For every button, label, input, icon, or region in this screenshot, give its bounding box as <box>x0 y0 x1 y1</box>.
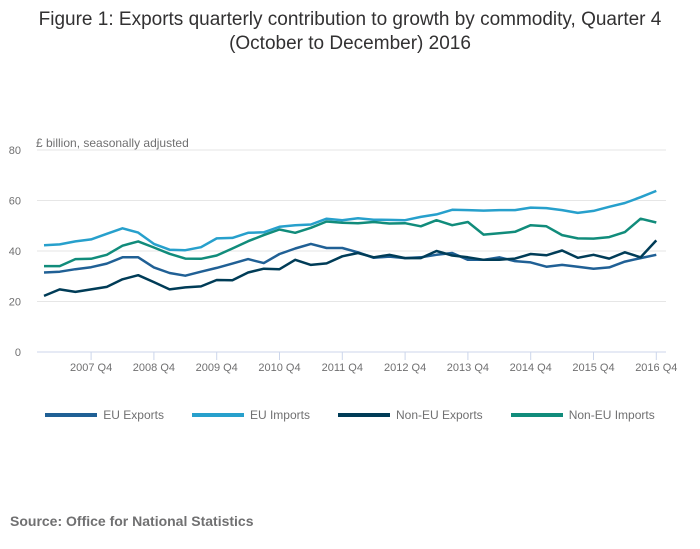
series-lines <box>43 189 658 298</box>
legend-item-eu-exports[interactable]: EU Exports <box>45 408 164 422</box>
x-tick-label: 2009 Q4 <box>196 362 238 374</box>
legend-label: EU Exports <box>103 408 164 422</box>
legend-label: Non-EU Imports <box>568 408 655 422</box>
series-line-eu-imports[interactable] <box>43 189 657 252</box>
series-line-non-eu-imports[interactable] <box>44 217 657 268</box>
legend-swatch <box>45 413 98 417</box>
y-tick-label: 80 <box>9 145 21 157</box>
legend: EU Exports EU Imports Non-EU Exports Non-EU… <box>0 408 700 422</box>
legend-item-non-eu-imports[interactable]: Non-EU Imports <box>510 408 655 422</box>
legend-swatch <box>337 413 390 417</box>
legend-label: Non-EU Exports <box>395 408 483 422</box>
x-tick-label: 2016 Q4 <box>635 362 677 374</box>
legend-swatch <box>191 413 244 417</box>
chart-title-line-1: Figure 1: Exports quarterly contribution… <box>38 9 662 30</box>
chart-title: Figure 1: Exports quarterly contribution… <box>0 8 700 56</box>
line-chart: 0 20 40 60 80 £ billion, seasonally adjusted… <box>9 136 678 374</box>
x-tick-label: 2008 Q4 <box>133 362 175 374</box>
x-tick-label: 2011 Q4 <box>322 362 363 374</box>
x-tick-label: 2012 Q4 <box>384 362 426 374</box>
legend-item-eu-imports[interactable]: EU Imports <box>191 408 310 422</box>
x-tick-label: 2010 Q4 <box>258 362 300 374</box>
x-axis: 2007 Q4 2008 Q4 2009 Q4 2010 Q4 2011 Q4 2012 … <box>70 352 677 374</box>
y-tick-label: 60 <box>9 196 21 208</box>
y-tick-label: 0 <box>15 347 21 359</box>
y-tick-label: 20 <box>9 297 21 309</box>
chart-title-line-2: (October to December) 2016 <box>229 33 471 54</box>
x-tick-label: 2015 Q4 <box>572 362 614 374</box>
x-tick-label: 2007 Q4 <box>70 362 112 374</box>
legend-swatch <box>510 413 563 417</box>
x-tick-label: 2013 Q4 <box>447 362 489 374</box>
source-note: Source: Office for National Statistics <box>10 513 254 529</box>
legend-label: EU Imports <box>249 408 310 422</box>
y-axis: 0 20 40 60 80 <box>9 145 21 359</box>
series-line-eu-exports[interactable] <box>43 242 657 277</box>
legend-item-non-eu-exports[interactable]: Non-EU Exports <box>337 408 483 422</box>
x-tick-label: 2014 Q4 <box>510 362 552 374</box>
y-tick-label: 40 <box>9 246 21 258</box>
series-line-non-eu-exports[interactable] <box>43 239 658 298</box>
y-axis-label: £ billion, seasonally adjusted <box>36 136 189 150</box>
